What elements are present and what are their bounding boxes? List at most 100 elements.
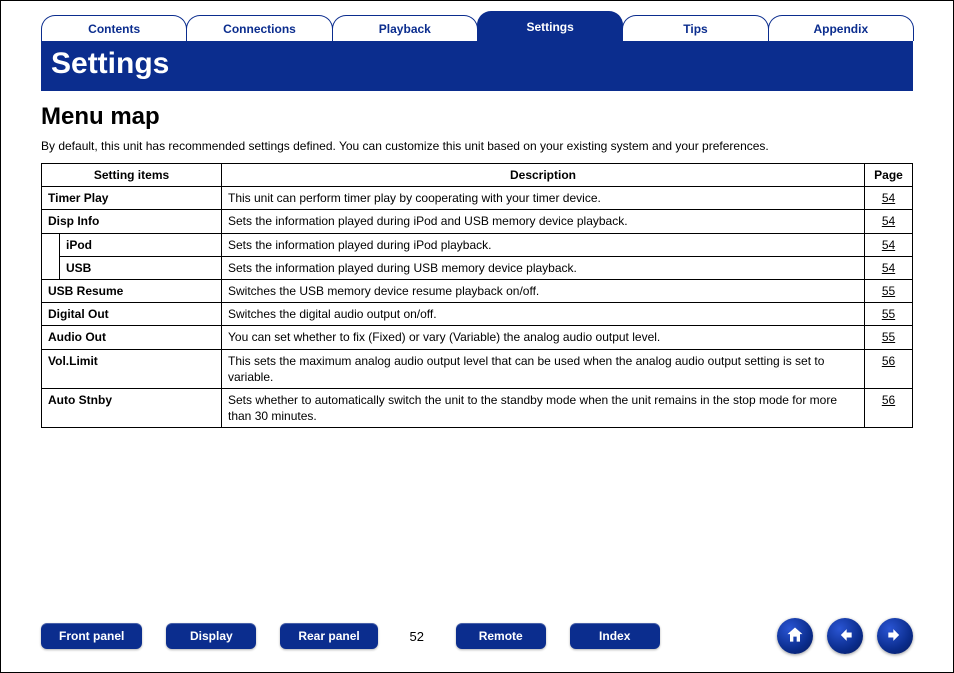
setting-item-label: Digital Out bbox=[48, 307, 109, 321]
section-title: Menu map bbox=[41, 103, 913, 131]
menu-map-table: Setting items Description Page Timer Pla… bbox=[41, 163, 913, 428]
tabs-row: Contents Connections Playback Settings T… bbox=[1, 1, 953, 41]
rear-panel-button[interactable]: Rear panel bbox=[280, 623, 377, 649]
page-cell: 56 bbox=[865, 388, 913, 427]
button-label: Index bbox=[599, 629, 630, 643]
remote-button[interactable]: Remote bbox=[456, 623, 546, 649]
back-button[interactable] bbox=[827, 618, 863, 654]
setting-item-label: Disp Info bbox=[48, 214, 99, 228]
tab-connections[interactable]: Connections bbox=[186, 15, 332, 41]
table-row: iPod Sets the information played during i… bbox=[42, 233, 913, 256]
nav-icon-group bbox=[777, 618, 913, 654]
setting-item-label: Auto Stnby bbox=[48, 393, 112, 407]
display-button[interactable]: Display bbox=[166, 623, 256, 649]
setting-item-cell: iPod bbox=[60, 233, 222, 256]
description-text: This sets the maximum analog audio outpu… bbox=[228, 354, 824, 384]
description-text: Switches the digital audio output on/off… bbox=[228, 307, 437, 321]
forward-icon bbox=[885, 625, 905, 648]
setting-item-label: USB bbox=[66, 261, 91, 275]
setting-item-label: Timer Play bbox=[48, 191, 108, 205]
button-label: Rear panel bbox=[298, 629, 359, 643]
table-row: Digital Out Switches the digital audio ou… bbox=[42, 303, 913, 326]
setting-item-label: iPod bbox=[66, 238, 92, 252]
front-panel-button[interactable]: Front panel bbox=[41, 623, 142, 649]
footer-bar: Front panel Display Rear panel 52 Remote… bbox=[1, 618, 953, 654]
page-cell: 54 bbox=[865, 187, 913, 210]
tab-label: Connections bbox=[223, 22, 296, 36]
table-header-row: Setting items Description Page bbox=[42, 164, 913, 187]
index-button[interactable]: Index bbox=[570, 623, 660, 649]
page-title-bar: Settings bbox=[41, 41, 913, 91]
description-cell: Sets the information played during iPod … bbox=[222, 233, 865, 256]
tab-tips[interactable]: Tips bbox=[622, 15, 768, 41]
table-row: USB Resume Switches the USB memory device… bbox=[42, 279, 913, 302]
description-text: Sets the information played during USB m… bbox=[228, 261, 577, 275]
setting-item-cell: Vol.Limit bbox=[42, 349, 222, 388]
home-button[interactable] bbox=[777, 618, 813, 654]
setting-item-cell: Disp Info bbox=[42, 210, 222, 233]
tab-label: Appendix bbox=[813, 22, 868, 36]
tab-label: Contents bbox=[88, 22, 140, 36]
description-cell: Sets whether to automatically switch the… bbox=[222, 388, 865, 427]
description-text: This unit can perform timer play by coop… bbox=[228, 191, 601, 205]
button-label: Display bbox=[190, 629, 233, 643]
tab-contents[interactable]: Contents bbox=[41, 15, 187, 41]
button-label: Front panel bbox=[59, 629, 124, 643]
th-page: Page bbox=[865, 164, 913, 187]
page-cell: 55 bbox=[865, 279, 913, 302]
description-cell: Sets the information played during iPod … bbox=[222, 210, 865, 233]
page-cell: 55 bbox=[865, 326, 913, 349]
setting-item-label: Vol.Limit bbox=[48, 354, 98, 368]
th-description: Description bbox=[222, 164, 865, 187]
table-row: Auto Stnby Sets whether to automatically … bbox=[42, 388, 913, 427]
table-row: USB Sets the information played during US… bbox=[42, 256, 913, 279]
forward-button[interactable] bbox=[877, 618, 913, 654]
page-number: 52 bbox=[402, 629, 432, 644]
setting-item-cell: USB Resume bbox=[42, 279, 222, 302]
setting-item-label: USB Resume bbox=[48, 284, 123, 298]
tab-label: Settings bbox=[526, 20, 573, 34]
page-link[interactable]: 55 bbox=[871, 329, 906, 345]
description-text: Sets the information played during iPod … bbox=[228, 238, 492, 252]
table-row: Audio Out You can set whether to fix (Fix… bbox=[42, 326, 913, 349]
description-cell: Switches the USB memory device resume pl… bbox=[222, 279, 865, 302]
description-text: Switches the USB memory device resume pl… bbox=[228, 284, 539, 298]
setting-item-cell: Digital Out bbox=[42, 303, 222, 326]
page-cell: 55 bbox=[865, 303, 913, 326]
page-link[interactable]: 55 bbox=[871, 306, 906, 322]
tab-appendix[interactable]: Appendix bbox=[768, 15, 914, 41]
page-link[interactable]: 56 bbox=[871, 353, 906, 369]
setting-item-label: Audio Out bbox=[48, 330, 106, 344]
page-cell: 54 bbox=[865, 256, 913, 279]
tab-label: Playback bbox=[379, 22, 431, 36]
button-label: Remote bbox=[479, 629, 523, 643]
description-cell: You can set whether to fix (Fixed) or va… bbox=[222, 326, 865, 349]
home-icon bbox=[785, 625, 805, 648]
page-cell: 54 bbox=[865, 210, 913, 233]
page-link[interactable]: 55 bbox=[871, 283, 906, 299]
description-cell: This sets the maximum analog audio outpu… bbox=[222, 349, 865, 388]
description-cell: This unit can perform timer play by coop… bbox=[222, 187, 865, 210]
page-link[interactable]: 56 bbox=[871, 392, 906, 408]
description-cell: Sets the information played during USB m… bbox=[222, 256, 865, 279]
page-link[interactable]: 54 bbox=[871, 190, 906, 206]
intro-text: By default, this unit has recommended se… bbox=[41, 139, 913, 153]
description-cell: Switches the digital audio output on/off… bbox=[222, 303, 865, 326]
content-area: Menu map By default, this unit has recom… bbox=[1, 91, 953, 428]
tab-settings[interactable]: Settings bbox=[477, 11, 623, 41]
description-text: You can set whether to fix (Fixed) or va… bbox=[228, 330, 660, 344]
description-text: Sets whether to automatically switch the… bbox=[228, 393, 837, 423]
indent-cell bbox=[42, 256, 60, 279]
setting-item-cell: USB bbox=[60, 256, 222, 279]
page-link[interactable]: 54 bbox=[871, 260, 906, 276]
indent-cell bbox=[42, 233, 60, 256]
tab-playback[interactable]: Playback bbox=[332, 15, 478, 41]
table-row: Disp Info Sets the information played dur… bbox=[42, 210, 913, 233]
tab-label: Tips bbox=[683, 22, 707, 36]
page-link[interactable]: 54 bbox=[871, 213, 906, 229]
page-link[interactable]: 54 bbox=[871, 237, 906, 253]
page-cell: 54 bbox=[865, 233, 913, 256]
setting-item-cell: Timer Play bbox=[42, 187, 222, 210]
description-text: Sets the information played during iPod … bbox=[228, 214, 628, 228]
th-setting-items: Setting items bbox=[42, 164, 222, 187]
